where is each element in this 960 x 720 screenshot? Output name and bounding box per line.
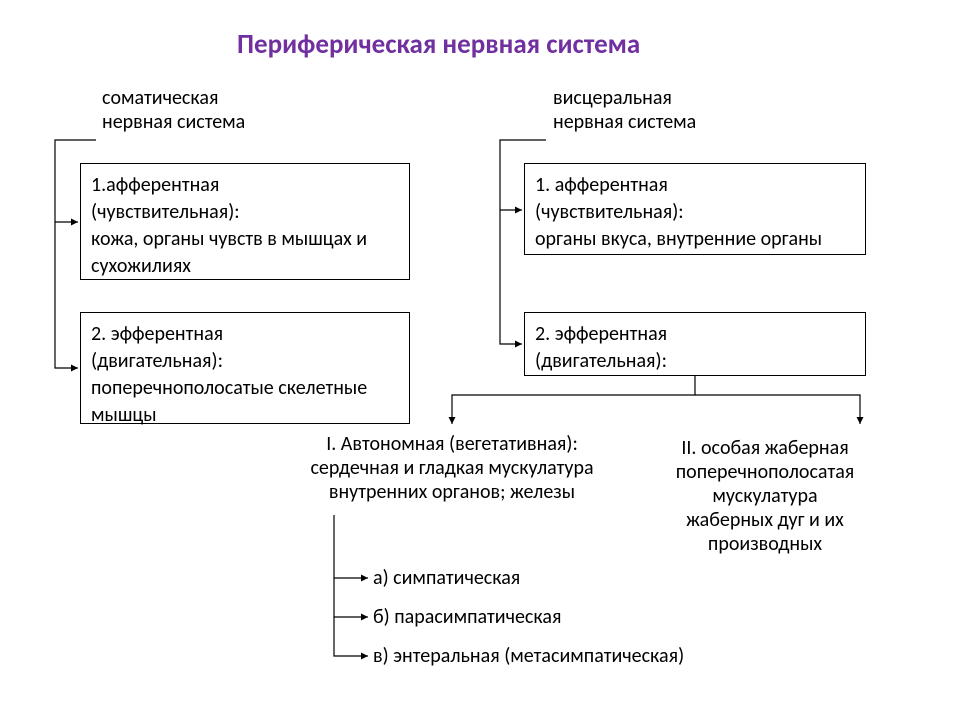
visceral-box-1: 1. афферентная (чувствительная): органы … [524,163,866,255]
auto-a: а) симпатическая [373,566,520,590]
somatic-box-2: 2. эфферентная (двигательная): поперечно… [80,312,410,424]
gill-label: II. особая жаберная поперечнополосатая м… [635,436,895,556]
somatic-box-1: 1.афферентная (чувствительная): кожа, ор… [80,163,410,280]
visceral-box-2: 2. эфферентная (двигательная): [524,312,866,376]
auto-c: в) энтеральная (метасимпатическая) [373,644,684,668]
somatic-label: соматическая нервная система [102,86,245,134]
auto-b: б) парасимпатическая [373,605,561,629]
autonomic-label: I. Автономная (вегетативная): сердечная … [282,432,622,504]
visceral-label: висцеральная нервная система [553,86,696,134]
diagram-title: Периферическая нервная система [237,28,640,61]
